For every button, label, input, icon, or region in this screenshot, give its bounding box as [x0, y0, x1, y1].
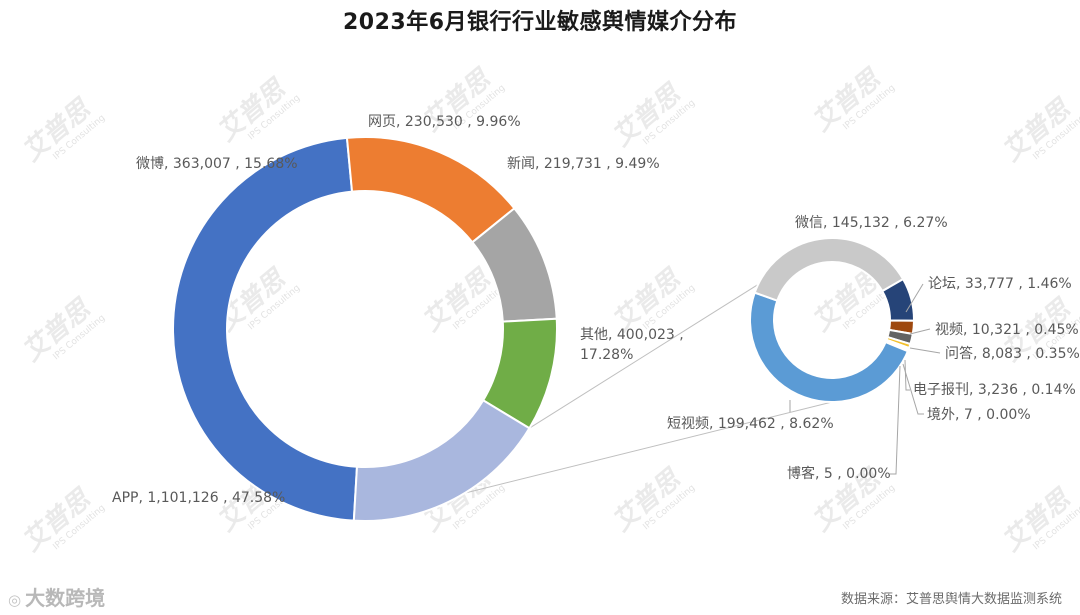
breakdown-donut	[748, 237, 916, 404]
main-donut	[172, 136, 558, 522]
label-forum: 论坛, 33,777 , 1.46%	[928, 276, 1072, 292]
main-slice-0	[172, 136, 359, 522]
label-video: 视频, 10,321 , 0.45%	[935, 322, 1079, 338]
label-app: APP, 1,101,126 , 47.58%	[112, 490, 285, 506]
label-epaper: 电子报刊, 3,236 , 0.14%	[913, 382, 1076, 398]
label-webpage: 网页, 230,530 , 9.96%	[368, 114, 521, 130]
leader-line	[890, 365, 901, 475]
label-weibo: 微博, 363,007 , 15.68%	[136, 155, 298, 172]
leader-line	[905, 283, 924, 313]
label-qa: 问答, 8,083 , 0.35%	[945, 345, 1080, 362]
main-slice-1	[345, 136, 516, 244]
leader-line	[909, 328, 931, 335]
leader-line	[902, 363, 924, 415]
label-overseas: 境外, 7 , 0.00%	[927, 407, 1031, 423]
logo-text: 大数跨境	[25, 586, 106, 610]
label-blog: 博客, 5 , 0.00%	[787, 465, 891, 482]
sub-slice-0	[748, 291, 911, 404]
brand-logo: ◎ 大数跨境	[8, 582, 105, 611]
logo-icon: ◎	[8, 591, 22, 609]
label-news: 新闻, 219,731 , 9.49%	[507, 156, 660, 172]
slice-labels: APP, 1,101,126 , 47.58% 微博, 363,007 , 15.…	[112, 114, 1080, 506]
label-wechat: 微信, 145,132 , 6.27%	[795, 215, 948, 231]
label-short-video: 短视频, 199,462 , 8.62%	[667, 416, 834, 432]
label-other: 其他, 400,023 , 17.28%	[580, 327, 684, 363]
source-note: 数据来源：艾普思舆情大数据监测系统	[840, 592, 1062, 607]
leader-line	[909, 347, 941, 354]
chart-title: 2023年6月银行行业敏感舆情媒介分布	[342, 10, 738, 35]
leader-line	[904, 359, 910, 391]
main-slice-4	[352, 398, 531, 522]
sub-slice-7	[884, 339, 910, 353]
